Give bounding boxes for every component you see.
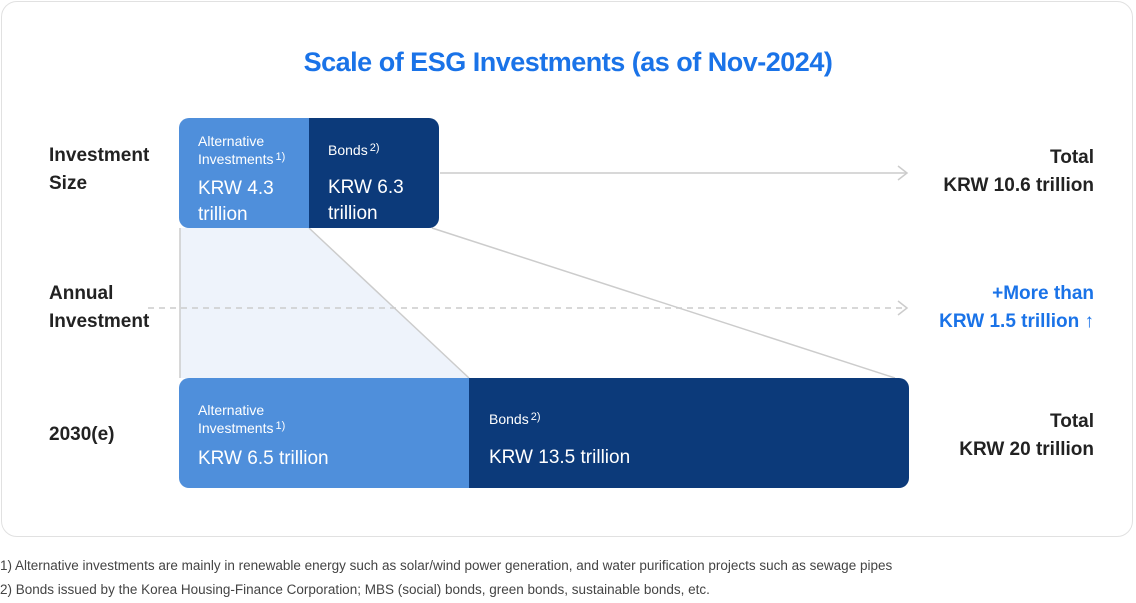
future-total-label: Total: [1050, 411, 1094, 432]
current-bonds-label: Bonds 2): [328, 142, 380, 158]
row-label-2030: 2030(e): [49, 424, 115, 445]
current-alternative-label: Alternative Investments 1): [198, 133, 286, 167]
current-total-value: KRW 10.6 trillion: [943, 175, 1094, 196]
row-label-annual-investment: Annual Investment: [49, 283, 150, 332]
current-total-label: Total: [1050, 147, 1094, 168]
connector-middle: [308, 227, 470, 379]
current-total: Total KRW 10.6 trillion: [943, 144, 1094, 200]
future-total-value: KRW 20 trillion: [959, 439, 1094, 460]
annual-increase: +More than KRW 1.5 trillion ↑: [939, 280, 1094, 336]
future-bonds-value: KRW 13.5 trillion: [489, 447, 631, 468]
annual-increase-line2: KRW 1.5 trillion ↑: [939, 311, 1095, 332]
page-title: Scale of ESG Investments (as of Nov-2024…: [303, 47, 833, 77]
future-bonds-label: Bonds 2): [489, 411, 541, 427]
future-alternative-value: KRW 6.5 trillion: [198, 448, 329, 469]
footnote-1: 1) Alternative investments are mainly in…: [0, 558, 893, 573]
row-label-investment-size: Investment Size: [49, 145, 150, 194]
annual-arrow-head: [897, 300, 909, 316]
future-alternative-label: Alternative Investments 1): [198, 402, 286, 436]
total-arrow-head: [897, 165, 909, 181]
future-alternative-box: Alternative Investments 1) KRW 6.5 trilli…: [179, 378, 469, 488]
current-alternative-value: KRW 4.3 trillion: [198, 178, 274, 225]
connector-right: [431, 227, 896, 379]
future-total: Total KRW 20 trillion: [959, 408, 1094, 464]
up-arrow-icon: ↑: [1084, 311, 1095, 332]
future-bonds-box: Bonds 2) KRW 13.5 trillion: [469, 378, 909, 488]
current-bonds-value: KRW 6.3 trillion: [328, 177, 404, 224]
footnote-2: 2) Bonds issued by the Korea Housing-Fin…: [0, 582, 710, 597]
expansion-shade: [180, 228, 469, 378]
current-bonds-box: Bonds 2) KRW 6.3 trillion: [309, 118, 439, 228]
current-alternative-box: Alternative Investments 1) KRW 4.3 trilli…: [179, 118, 309, 228]
annual-increase-line1: +More than: [992, 283, 1094, 304]
